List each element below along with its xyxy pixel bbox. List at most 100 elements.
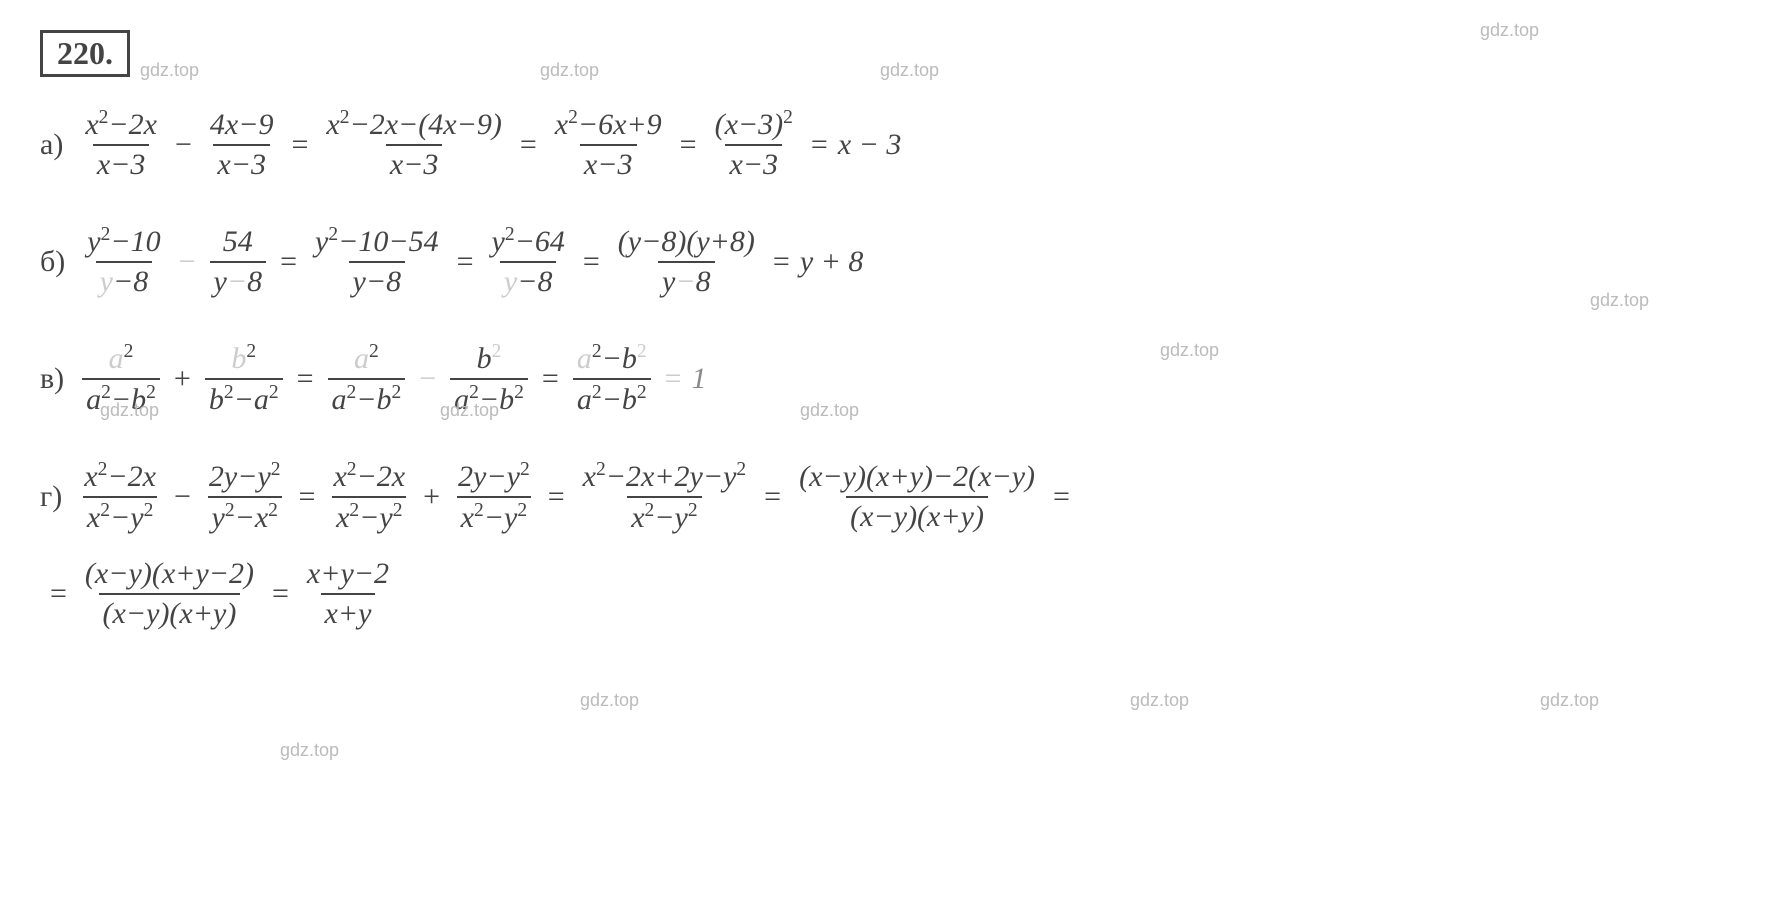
result-a: x − 3 [838,128,902,162]
den: x−3 [93,144,150,182]
frac-g-4: 2y−y2 x2−y2 [454,459,534,535]
label-v: в) [40,362,64,396]
equals: = [811,128,828,162]
equals: = [764,480,781,514]
label-b: б) [40,245,65,279]
result-v: 1 [692,362,707,396]
frac-b-3: y2−10−54 y−8 [311,224,443,299]
frac-v-5: a2−b2 a2−b2 [573,341,651,417]
den: (x−y)(x+y) [846,496,988,534]
plus: + [174,362,191,396]
frac-g-6: (x−y)(x+y)−2(x−y) (x−y)(x+y) [795,460,1039,534]
num: 4x−9 [206,108,278,144]
equals: = [280,245,297,279]
den: a2−b2 [450,378,528,417]
den: y−8 [658,261,715,299]
watermark: gdz.top [280,740,339,761]
equals: = [50,577,67,611]
equals: = [1053,480,1070,514]
frac-v-4: b2 a2−b2 [450,341,528,417]
frac-g-7: (x−y)(x+y−2) (x−y)(x+y) [81,557,258,631]
problem-number: 220. [40,30,130,77]
plus: + [423,480,440,514]
num: a2−b2 [573,341,651,378]
equals: = [773,245,790,279]
num: x2−2x [80,459,160,496]
minus: − [179,245,196,279]
equals: = [665,362,682,396]
frac-v-2: b2 b2−a2 [205,341,283,417]
den: a2−b2 [328,378,406,417]
num: x2−2x [81,107,161,144]
equals: = [583,245,600,279]
num: x2−2x−(4x−9) [322,107,505,144]
equals: = [542,362,559,396]
frac-a-5: (x−3)2 x−3 [711,107,797,182]
watermark: gdz.top [580,690,639,711]
equals: = [548,480,565,514]
num: b2 [473,341,506,378]
frac-b-1: y2−10 y−8 [83,224,164,299]
watermark: gdz.top [880,60,939,81]
watermark: gdz.top [140,60,199,81]
num: y2−64 [488,224,569,261]
num: 54 [219,225,257,261]
equals: = [457,245,474,279]
frac-a-4: x2−6x+9 x−3 [551,107,666,182]
frac-b-4: y2−64 y−8 [488,224,569,299]
frac-b-2: 54 y−8 [210,225,267,299]
den: a2−b2 [573,378,651,417]
frac-b-5: (y−8)(y+8) y−8 [614,225,759,299]
minus: − [174,480,191,514]
num: y2−10 [83,224,164,261]
equals: = [680,128,697,162]
equals: = [297,362,314,396]
minus: − [175,128,192,162]
equals: = [272,577,289,611]
frac-a-3: x2−2x−(4x−9) x−3 [322,107,505,182]
result-b: y + 8 [800,245,864,279]
label-a: а) [40,128,63,162]
den: b2−a2 [205,378,283,417]
den: y2−x2 [208,496,282,535]
watermark: gdz.top [1480,20,1539,41]
num: y2−10−54 [311,224,443,261]
label-g: г) [40,480,62,514]
den: y−8 [349,261,406,299]
den: x−3 [213,144,270,182]
frac-a-2: 4x−9 x−3 [206,108,278,182]
den: x2−y2 [457,496,531,535]
part-b: б) y2−10 y−8 − 54 y−8 = y2−10−54 y−8 = y… [40,224,1734,299]
den: y−8 [500,261,557,299]
num: (x−3)2 [711,107,797,144]
num: x2−2x+2y−y2 [579,459,751,496]
den: x−3 [725,144,782,182]
den: x2−y2 [83,496,157,535]
frac-g-1: x2−2x x2−y2 [80,459,160,535]
minus: − [419,362,436,396]
den: (x−y)(x+y) [99,593,241,631]
den: x+y [321,593,376,631]
equals: = [299,480,316,514]
den: y−8 [96,261,153,299]
num: (y−8)(y+8) [614,225,759,261]
den: x2−y2 [627,496,701,535]
frac-v-1: a2 a2−b2 [82,341,160,417]
part-a: а) x2−2x x−3 − 4x−9 x−3 = x2−2x−(4x−9) x… [40,107,1734,182]
num: a2 [105,341,138,378]
frac-v-3: a2 a2−b2 [328,341,406,417]
num: 2y−y2 [454,459,534,496]
equals: = [291,128,308,162]
frac-g-8: x+y−2 x+y [303,557,393,631]
den: x2−y2 [332,496,406,535]
frac-g-5: x2−2x+2y−y2 x2−y2 [579,459,751,535]
frac-g-2: 2y−y2 y2−x2 [205,459,285,535]
num: a2 [350,341,383,378]
den: x−3 [580,144,637,182]
num: 2y−y2 [205,459,285,496]
watermark: gdz.top [1540,690,1599,711]
den: y−8 [210,261,267,299]
num: x+y−2 [303,557,393,593]
num: x2−2x [329,459,409,496]
num: (x−y)(x+y)−2(x−y) [795,460,1039,496]
